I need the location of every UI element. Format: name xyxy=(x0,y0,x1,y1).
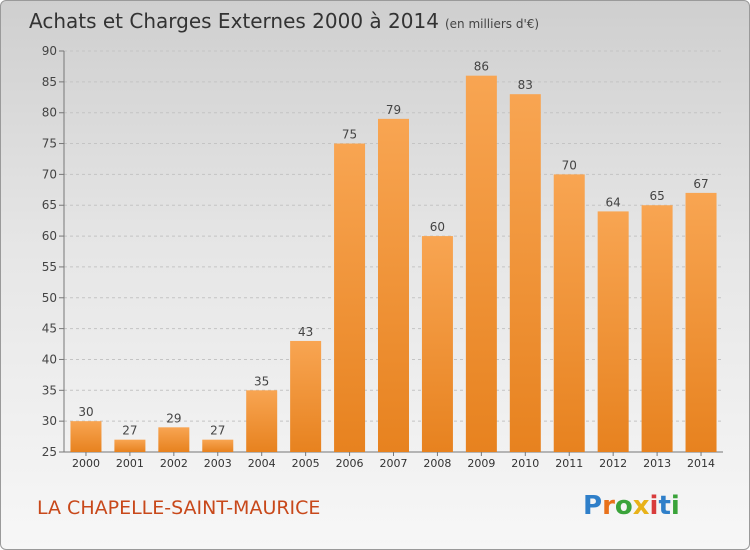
x-tick-label: 2013 xyxy=(643,457,671,470)
y-tick-label: 50 xyxy=(42,291,57,305)
y-tick-label: 90 xyxy=(42,44,57,58)
title-text: Achats et Charges Externes 2000 à 2014 xyxy=(29,9,439,33)
logo-letter: i xyxy=(670,491,680,521)
data-label: 29 xyxy=(166,411,181,425)
bar xyxy=(114,439,146,452)
data-label: 64 xyxy=(606,195,621,209)
data-label: 79 xyxy=(386,103,401,117)
x-tick-label: 2011 xyxy=(555,457,583,470)
x-tick-label: 2002 xyxy=(160,457,188,470)
data-label: 70 xyxy=(562,158,577,172)
logo-letter: P xyxy=(583,491,603,521)
data-label: 75 xyxy=(342,128,357,142)
data-label: 60 xyxy=(430,220,445,234)
x-tick-label: 2009 xyxy=(467,457,495,470)
logo-letter: r xyxy=(602,491,615,521)
bar xyxy=(509,94,541,452)
y-tick-label: 60 xyxy=(42,229,57,243)
bar xyxy=(553,174,585,452)
x-tick-label: 2008 xyxy=(423,457,451,470)
y-tick-label: 25 xyxy=(42,445,57,459)
y-tick-label: 75 xyxy=(42,137,57,151)
bar xyxy=(246,390,278,452)
title-unit: (en milliers d'€) xyxy=(444,17,540,31)
x-tick-label: 2003 xyxy=(204,457,232,470)
data-label: 65 xyxy=(649,189,664,203)
y-tick-label: 80 xyxy=(42,106,57,120)
data-label: 35 xyxy=(254,374,269,388)
x-tick-label: 2006 xyxy=(336,457,364,470)
data-label: 43 xyxy=(298,325,313,339)
x-tick-label: 2004 xyxy=(248,457,276,470)
data-label: 67 xyxy=(693,177,708,191)
y-tick-label: 70 xyxy=(42,167,57,181)
x-tick-label: 2005 xyxy=(292,457,320,470)
bar xyxy=(158,427,190,452)
x-tick-label: 2014 xyxy=(687,457,715,470)
y-tick-label: 55 xyxy=(42,260,57,274)
data-label: 30 xyxy=(78,405,93,419)
y-tick-label: 35 xyxy=(42,383,57,397)
y-tick-label: 45 xyxy=(42,322,57,336)
bar xyxy=(202,439,234,452)
bar xyxy=(290,340,322,452)
chart-title: Achats et Charges Externes 2000 à 2014 (e… xyxy=(29,9,539,33)
bar xyxy=(465,75,497,452)
bar xyxy=(378,118,409,452)
logo-letter: i xyxy=(649,491,659,521)
bar xyxy=(597,211,629,452)
bar xyxy=(334,143,366,453)
data-label: 83 xyxy=(518,78,533,92)
x-tick-label: 2001 xyxy=(116,457,144,470)
x-tick-label: 2007 xyxy=(380,457,408,470)
place-name: LA CHAPELLE-SAINT-MAURICE xyxy=(37,497,321,519)
x-tick-label: 2012 xyxy=(599,457,627,470)
x-tick-label: 2000 xyxy=(72,457,100,470)
y-tick-label: 85 xyxy=(42,75,57,89)
bar xyxy=(685,192,717,452)
bar xyxy=(421,236,453,452)
proxiti-logo: Proxiti xyxy=(583,491,680,521)
logo-letter: t xyxy=(658,491,671,521)
data-label: 27 xyxy=(122,424,137,438)
logo-letter: x xyxy=(632,491,650,521)
logo-letter: o xyxy=(614,491,633,521)
bar xyxy=(70,421,102,452)
data-label: 86 xyxy=(474,60,489,74)
x-tick-label: 2010 xyxy=(511,457,539,470)
y-tick-label: 30 xyxy=(42,414,57,428)
bar xyxy=(641,205,673,452)
data-label: 27 xyxy=(210,424,225,438)
y-tick-label: 65 xyxy=(42,198,57,212)
y-tick-label: 40 xyxy=(42,352,57,366)
